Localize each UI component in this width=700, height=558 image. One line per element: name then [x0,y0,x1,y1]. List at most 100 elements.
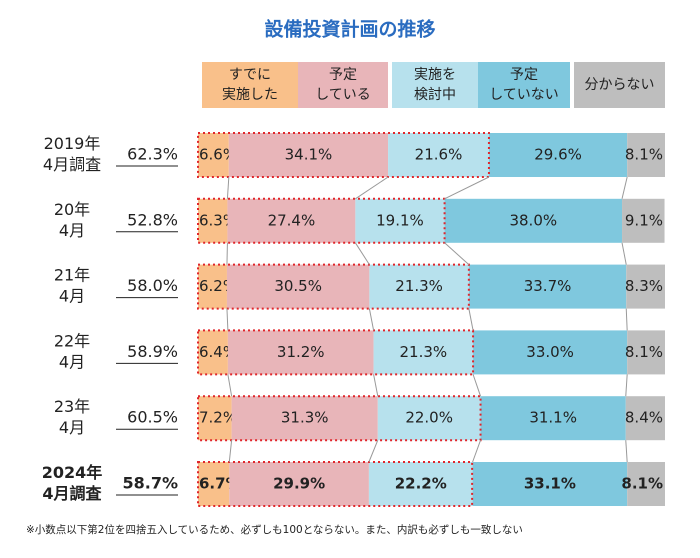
connector [472,440,482,463]
legend-swatch [298,62,388,108]
total-outline [197,329,475,376]
value-label: 34.1% [285,146,333,164]
bar-segment [369,264,469,309]
connector [354,242,370,265]
row-label: 4月調査 [42,484,101,503]
value-label: 27.4% [268,211,316,229]
connector [373,374,379,397]
row-label: 4月 [59,418,85,437]
value-label: 6.4% [199,343,237,361]
total-outline [197,395,482,442]
bar-segment [627,330,665,375]
value-label: 22.0% [405,409,453,427]
value-label: 6.6% [199,146,237,164]
total-label: 62.3% [127,145,178,164]
value-label: 8.3% [625,277,663,295]
legend-label: すでに [229,67,271,83]
footnote: ※小数点以下第2位を四捨五入しているため、必ずしも100とならない。また、内訳も… [26,523,523,536]
value-label: 7.2% [199,409,237,427]
bar-segment [198,330,228,375]
value-label: 29.6% [534,146,582,164]
row-label: 22年 [54,331,90,350]
connector [226,176,230,199]
value-label: 9.1% [625,211,663,229]
total-outline [197,461,474,507]
connector [621,176,628,199]
total-outline [197,263,470,310]
bar-segment [368,462,473,506]
legend-label: 予定 [510,67,538,83]
connector [227,374,233,397]
row-label: 23年 [54,397,90,416]
bar-segment [468,264,627,309]
total-label: 60.5% [127,408,178,427]
connector [444,242,470,265]
bar-segment [627,462,665,506]
value-label: 33.0% [526,343,574,361]
chart-title: 設備投資計画の推移 [264,18,435,41]
value-label: 21.3% [399,343,447,361]
legend-label: 実施した [222,87,278,103]
row-label: 2019年 [44,134,101,153]
row-label: 21年 [54,266,90,285]
legend-label: 分からない [585,77,655,93]
bar-segment [472,462,628,506]
connector [468,308,474,331]
value-label: 29.9% [273,475,325,493]
bar-segment [231,396,378,441]
total-label: 58.7% [122,474,178,493]
bar-segment [444,198,623,243]
bar-segment [198,396,232,441]
bar-segment [227,330,374,375]
bar-segment [229,462,369,506]
connector [355,176,389,200]
bar-segment [226,264,370,309]
bar-segment [627,133,665,177]
row-label: 4月調査 [43,155,101,174]
value-label: 31.1% [529,409,577,427]
connector [444,176,490,200]
row-label: 2024年 [42,463,103,482]
value-label: 38.0% [509,211,557,229]
value-label: 8.1% [621,475,663,493]
connector [368,440,379,463]
connector [226,308,229,331]
legend-swatch [392,62,478,108]
legend-swatch [202,62,298,108]
value-label: 22.2% [395,475,447,493]
legend-label: 実施を [414,67,456,83]
value-label: 30.5% [274,277,322,295]
connector [625,374,628,397]
legend-label: 検討中 [414,87,456,103]
value-label: 19.1% [376,211,424,229]
legend-label: 予定 [329,67,357,83]
bar-segment [198,462,230,506]
value-label: 8.1% [625,343,663,361]
value-label: 8.4% [625,409,663,427]
connector [228,440,233,463]
value-label: 8.1% [625,146,663,164]
legend-swatch [574,62,665,108]
legend-label: している [315,87,371,103]
row-label: 20年 [54,200,90,219]
bar-segment [198,198,228,243]
bar-segment [373,330,474,375]
bar-segment [622,198,665,243]
total-label: 52.8% [127,210,178,229]
connector [472,374,482,397]
connector [625,308,628,331]
total-label: 58.9% [127,342,178,361]
value-label: 31.2% [277,343,325,361]
value-label: 21.6% [415,146,463,164]
value-label: 33.7% [524,277,572,295]
bar-segment [388,133,489,177]
connector [368,308,375,331]
bar-segment [198,264,227,309]
bar-segment [626,264,665,309]
bar-segment [488,133,628,177]
row-label: 4月 [59,221,85,240]
row-label: 4月 [59,352,85,371]
bar-segment [228,133,389,177]
value-label: 21.3% [395,277,443,295]
total-label: 58.0% [127,276,178,295]
